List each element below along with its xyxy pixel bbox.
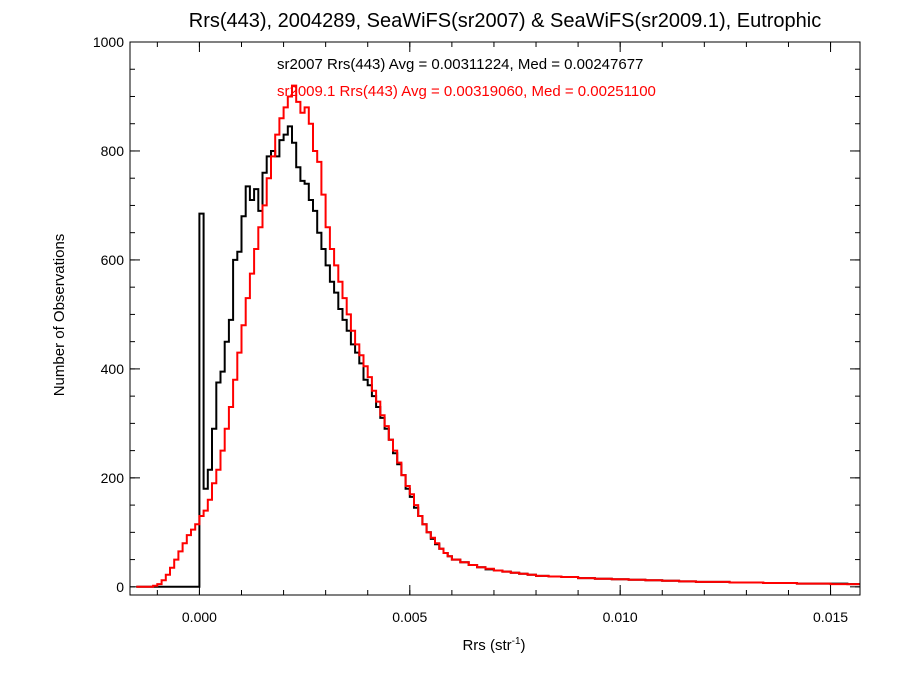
y-tick-label: 400: [101, 361, 125, 377]
x-axis-label-end: ): [521, 637, 526, 654]
x-axis-label: Rrs (str-1): [462, 636, 525, 654]
tick-marks: [130, 41, 860, 595]
y-tick-label: 200: [101, 470, 125, 486]
x-tick-label: 0.015: [813, 609, 848, 625]
annotation-sr2009: sr2009.1 Rrs(443) Avg = 0.00319060, Med …: [277, 83, 656, 100]
annotation-sr2007: sr2007 Rrs(443) Avg = 0.00311224, Med = …: [277, 56, 643, 73]
x-tick-labels: 0.000 0.005 0.010 0.015: [182, 609, 848, 625]
y-tick-label: 0: [116, 579, 124, 595]
y-tick-label: 1000: [93, 34, 124, 50]
series-line-sr2007: [136, 125, 860, 588]
x-axis-label-main: Rrs (str: [462, 637, 511, 654]
x-tick-label: 0.000: [182, 609, 217, 625]
x-tick-label: 0.010: [603, 609, 638, 625]
x-tick-label: 0.005: [392, 609, 427, 625]
y-axis-label: Number of Observations: [51, 234, 68, 397]
chart-title: Rrs(443), 2004289, SeaWiFS(sr2007) & Sea…: [189, 10, 822, 32]
series-line-sr2009.1: [136, 84, 860, 588]
y-tick-label: 600: [101, 252, 125, 268]
x-axis-label-sup: -1: [512, 636, 521, 647]
y-tick-label: 800: [101, 143, 125, 159]
y-tick-labels: 0 200 400 600 800 1000: [93, 34, 124, 595]
series-lines: [136, 84, 860, 588]
plot-frame: [129, 41, 861, 596]
